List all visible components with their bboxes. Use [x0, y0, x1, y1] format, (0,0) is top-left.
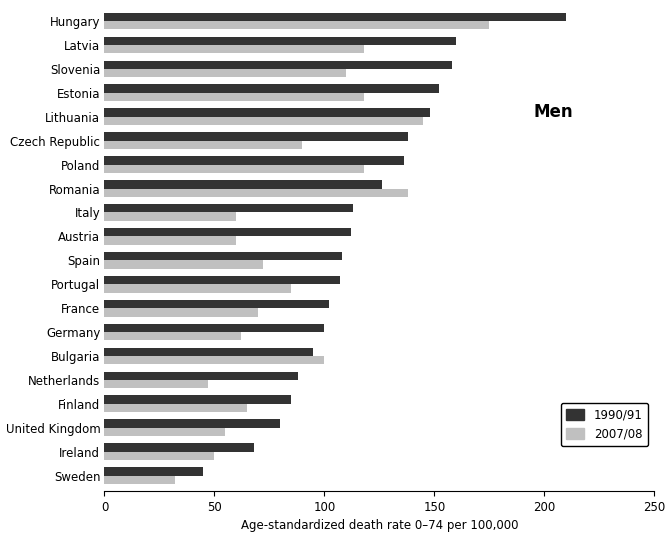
Bar — [105, 284, 291, 293]
Legend: 1990/91, 2007/08: 1990/91, 2007/08 — [560, 403, 648, 447]
Bar — [105, 180, 382, 188]
X-axis label: Age-standardized death rate 0–74 per 100,000: Age-standardized death rate 0–74 per 100… — [241, 520, 518, 533]
Bar — [105, 380, 208, 388]
Bar — [105, 132, 408, 141]
Bar — [105, 37, 456, 45]
Bar — [105, 213, 236, 221]
Bar — [105, 308, 258, 316]
Bar — [105, 276, 340, 284]
Bar — [105, 348, 313, 356]
Text: Men: Men — [533, 103, 573, 122]
Bar — [105, 356, 324, 364]
Bar — [105, 61, 452, 69]
Bar — [105, 452, 215, 460]
Bar — [105, 156, 403, 165]
Bar — [105, 404, 248, 412]
Bar — [105, 476, 175, 484]
Bar — [105, 324, 324, 332]
Bar — [105, 260, 263, 268]
Bar — [105, 109, 430, 117]
Bar — [105, 188, 408, 197]
Bar — [105, 84, 439, 93]
Bar — [105, 420, 280, 428]
Bar — [105, 228, 351, 236]
Bar — [105, 332, 241, 341]
Bar — [105, 117, 423, 125]
Bar — [105, 252, 342, 260]
Bar — [105, 21, 489, 30]
Bar — [105, 467, 203, 476]
Bar — [105, 13, 566, 21]
Bar — [105, 428, 225, 436]
Bar — [105, 141, 303, 149]
Bar — [105, 93, 364, 101]
Bar — [105, 443, 254, 452]
Bar — [105, 300, 329, 308]
Bar — [105, 69, 346, 77]
Bar — [105, 236, 236, 245]
Bar — [105, 204, 353, 213]
Bar — [105, 165, 364, 173]
Bar — [105, 372, 298, 380]
Bar — [105, 395, 291, 404]
Bar — [105, 45, 364, 53]
